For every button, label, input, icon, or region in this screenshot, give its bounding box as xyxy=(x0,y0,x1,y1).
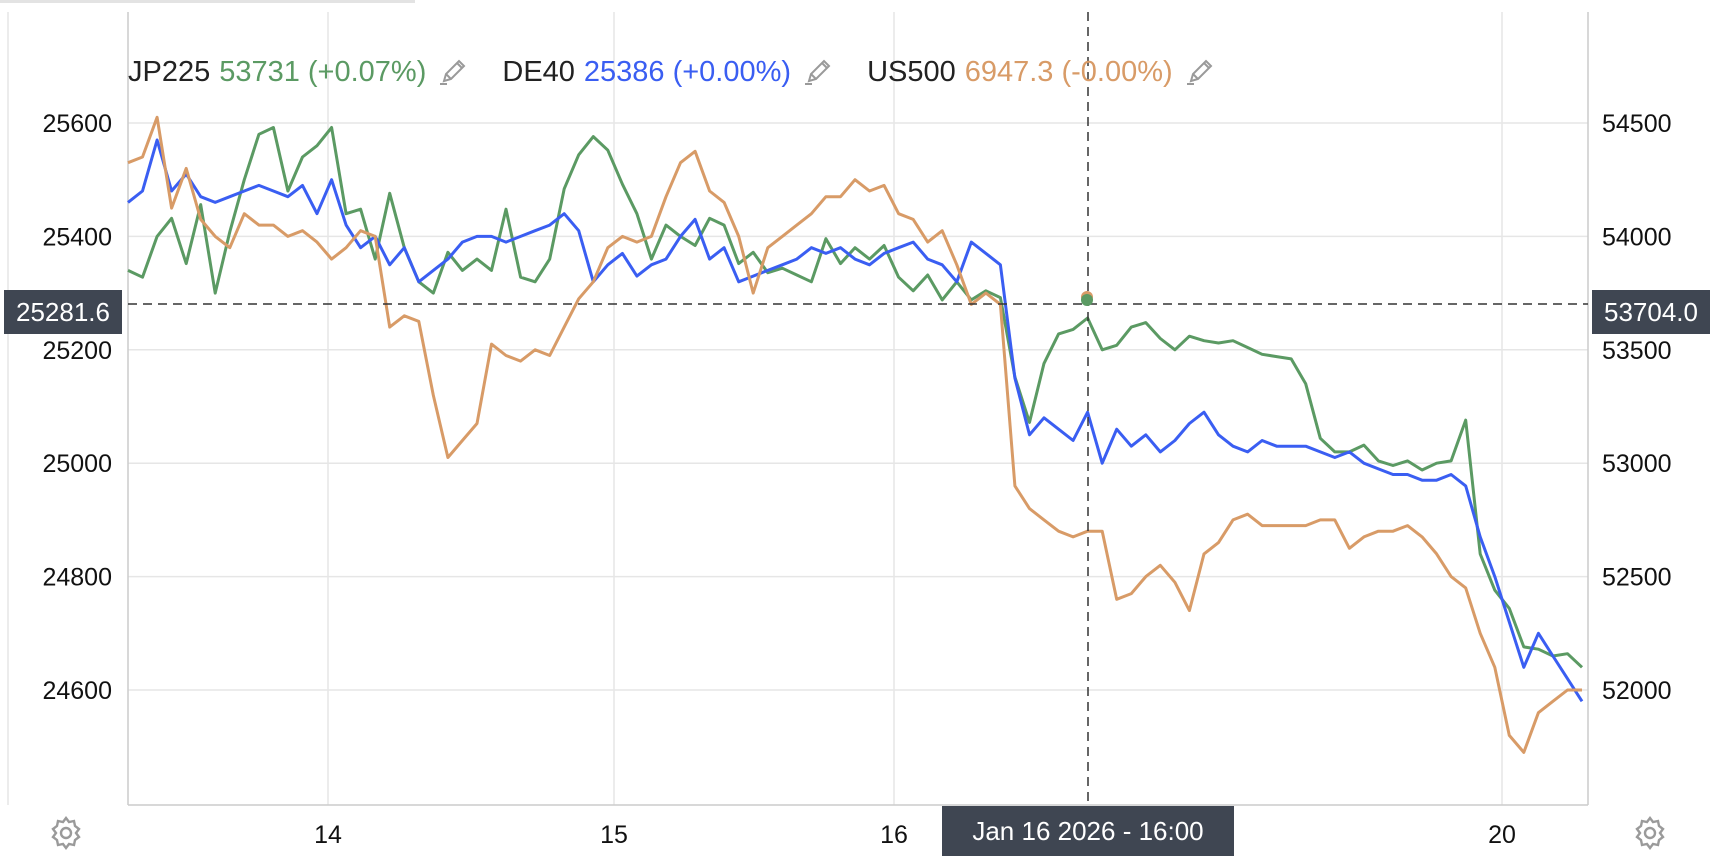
legend-change: (+0.07%) xyxy=(307,55,427,88)
series-line-us500[interactable] xyxy=(127,115,1582,754)
chart-series xyxy=(127,115,1584,754)
left-tick-label: 24600 xyxy=(42,677,112,705)
legend-item-us500[interactable]: US500 6947.3 (-0.00%) xyxy=(867,56,1215,89)
legend-item-jp225[interactable]: JP225 53731 (+0.07%) xyxy=(128,56,468,89)
chart-legend: JP225 53731 (+0.07%) DE40 25386 (+0.00%)… xyxy=(128,52,1249,92)
x-tick-label: 16 xyxy=(880,821,908,849)
legend-value: 25386 xyxy=(583,55,665,88)
legend-value: 6947.3 xyxy=(964,55,1054,88)
right-tick-label: 52500 xyxy=(1602,564,1672,592)
legend-change: (+0.00%) xyxy=(672,55,792,88)
x-tick-label: 20 xyxy=(1488,821,1516,849)
legend-symbol: JP225 xyxy=(128,55,211,88)
right-tick-label: 53000 xyxy=(1602,450,1672,478)
crosshair-left-value: 25281.6 xyxy=(4,290,122,334)
legend-item-de40[interactable]: DE40 25386 (+0.00%) xyxy=(502,56,833,89)
gear-icon[interactable] xyxy=(1632,815,1668,851)
legend-symbol: US500 xyxy=(867,55,956,88)
series-line-jp225[interactable] xyxy=(127,126,1584,669)
right-tick-label: 53500 xyxy=(1602,337,1672,365)
left-tick-label: 25200 xyxy=(42,337,112,365)
crosshair xyxy=(128,12,1588,805)
left-tick-label: 25600 xyxy=(42,110,112,138)
legend-change: (-0.00%) xyxy=(1061,55,1173,88)
pencil-icon[interactable] xyxy=(803,56,833,88)
left-axis: 25600 25400 25200 25000 24800 24600 xyxy=(42,110,112,705)
crosshair-right-value: 53704.0 xyxy=(1592,290,1710,334)
pencil-icon[interactable] xyxy=(438,56,468,88)
left-tick-label: 25400 xyxy=(42,223,112,251)
legend-symbol: DE40 xyxy=(502,55,575,88)
chart-grid xyxy=(7,12,1589,806)
left-tick-label: 25000 xyxy=(42,450,112,478)
crosshair-marker-jp225 xyxy=(1081,294,1093,306)
x-tick-label: 14 xyxy=(314,821,342,849)
right-tick-label: 52000 xyxy=(1602,677,1672,705)
top-edge-bar xyxy=(0,0,415,3)
right-tick-label: 54500 xyxy=(1602,110,1672,138)
series-line-de40[interactable] xyxy=(127,138,1584,703)
left-tick-label: 24800 xyxy=(42,564,112,592)
legend-value: 53731 xyxy=(219,55,300,88)
right-tick-label: 54000 xyxy=(1602,223,1672,251)
gear-icon[interactable] xyxy=(48,815,84,851)
x-tick-label: 15 xyxy=(600,821,628,849)
pencil-icon[interactable] xyxy=(1185,56,1215,88)
right-axis: 54500 54000 53500 53000 52500 52000 xyxy=(1602,110,1672,705)
crosshair-time-label: Jan 16 2026 - 16:00 xyxy=(942,806,1234,856)
x-axis: 14 15 16 20 xyxy=(314,821,1516,849)
